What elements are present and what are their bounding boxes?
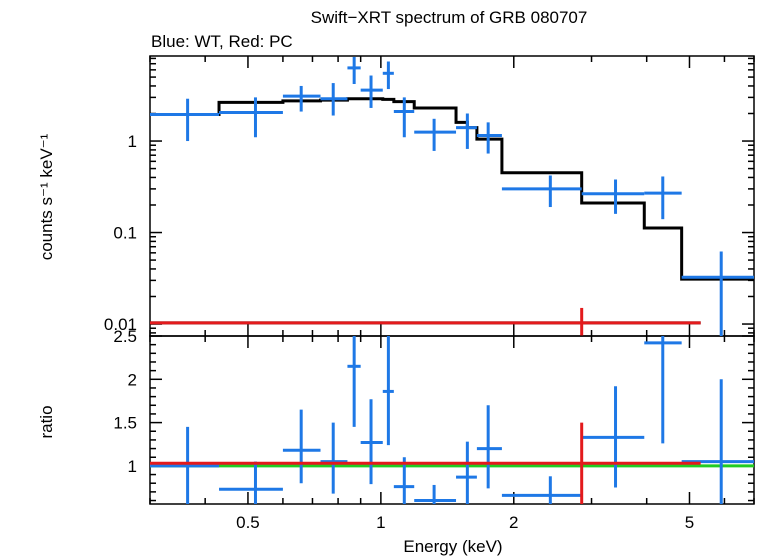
- ratio-tick-label: 2: [128, 370, 137, 389]
- x-tick-label: 1: [376, 513, 385, 532]
- x-tick-label: 5: [685, 513, 694, 532]
- x-axis-label: Energy (keV): [403, 537, 502, 556]
- ratio-tick-label: 1: [128, 457, 137, 476]
- plot-layer: 0.5 1 2 5 0.01 0.1 1 1 1.5 2 2.5: [104, 55, 755, 532]
- x-tick-label: 2: [509, 513, 518, 532]
- y-tick-label: 0.01: [104, 315, 137, 334]
- bottom-y-axis-label: ratio: [37, 405, 56, 438]
- chart-title: Swift−XRT spectrum of GRB 080707: [311, 8, 588, 27]
- chart-subtitle: Blue: WT, Red: PC: [151, 32, 293, 51]
- y-tick-label: 0.1: [113, 224, 137, 243]
- top-y-axis-label: counts s⁻¹ keV⁻¹: [37, 133, 56, 260]
- y-tick-label: 1: [128, 132, 137, 151]
- x-tick-label: 0.5: [236, 513, 260, 532]
- ratio-tick-label: 1.5: [113, 414, 137, 433]
- bottom-panel-frame: [149, 335, 755, 505]
- model-line: [150, 97, 754, 281]
- ratio-tick-label: 2.5: [113, 327, 137, 346]
